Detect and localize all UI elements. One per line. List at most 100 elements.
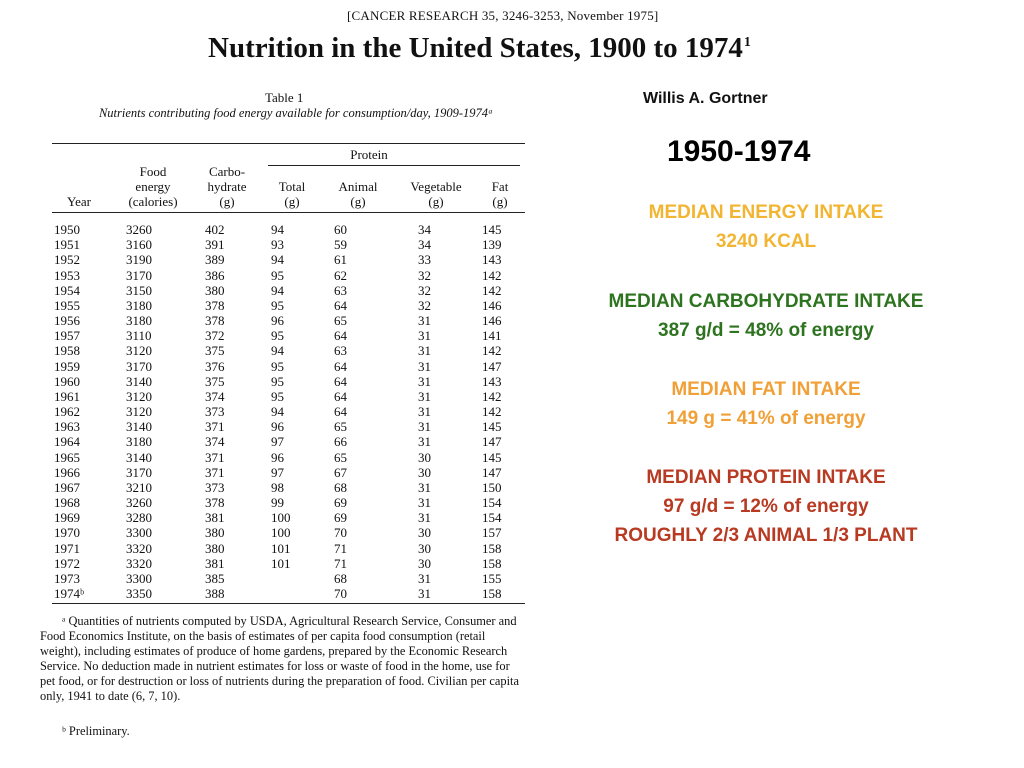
table-cell: 158 (482, 586, 502, 602)
table-cell: 3170 (126, 267, 152, 283)
table-cell: 3350 (126, 586, 152, 602)
table-cell: 142 (482, 267, 502, 283)
table-cell: 66 (334, 434, 347, 450)
row-year-cell: 1969 (54, 510, 80, 526)
row-year-cell: 1955 (54, 297, 80, 313)
table-cell: 147 (482, 358, 502, 374)
table-cell: 95 (271, 267, 284, 283)
table-cell: 96 (271, 449, 284, 465)
table-cell: 31 (418, 358, 431, 374)
table-cell: 30 (418, 464, 431, 480)
row-year-cell: 1956 (54, 313, 80, 329)
column-header: Fat (g) (491, 179, 509, 209)
stat-block: MEDIAN ENERGY INTAKE 3240 KCAL (536, 198, 996, 256)
paper-citation: [CANCER RESEARCH 35, 3246-3253, November… (347, 8, 659, 23)
table-cell: 3140 (126, 419, 152, 435)
table-cell: 99 (271, 495, 284, 511)
table-cell: 147 (482, 434, 502, 450)
slide-heading: 1950-1974 (667, 135, 811, 168)
row-year-cell: 1954 (54, 282, 80, 298)
table-cell: 139 (482, 237, 502, 253)
table-cell: 375 (205, 373, 225, 389)
table-cell: 94 (271, 343, 284, 359)
table-cell: 94 (271, 252, 284, 268)
row-year-cell: 1957 (54, 328, 80, 344)
table-cell: 61 (334, 252, 347, 268)
table-cell: 93 (271, 237, 284, 253)
paper-title: Nutrition in the United States, 1900 to … (208, 32, 751, 65)
table-cell: 30 (418, 525, 431, 541)
table-cell: 391 (205, 237, 225, 253)
table-cell: 146 (482, 313, 502, 329)
protein-group-header: Protein (350, 147, 388, 162)
column-header: Vegetable (g) (410, 179, 462, 209)
table-cell: 381 (205, 555, 225, 571)
table-cell: 32 (418, 282, 431, 298)
table-cell: 101 (271, 540, 291, 556)
table-cell: 380 (205, 540, 225, 556)
table-cell: 3300 (126, 525, 152, 541)
table-cell: 95 (271, 373, 284, 389)
row-year-cell: 1974ᵇ (54, 586, 85, 602)
row-year-cell: 1972 (54, 555, 80, 571)
table-cell: 378 (205, 313, 225, 329)
table-cell: 65 (334, 313, 347, 329)
table-cell: 402 (205, 222, 225, 237)
stat-line: MEDIAN ENERGY INTAKE (648, 202, 884, 223)
table-cell: 100 (271, 525, 291, 541)
table-caption: Nutrients contributing food energy avail… (98, 106, 494, 120)
stat-line: MEDIAN PROTEIN INTAKE (646, 467, 886, 488)
stat-block: MEDIAN FAT INTAKE 149 g = 41% of energy (536, 375, 996, 433)
table-cell: 376 (205, 358, 225, 374)
row-year-cell: 1973 (54, 570, 80, 586)
table-cell: 3160 (126, 237, 152, 253)
table-cell: 59 (334, 237, 347, 253)
table-cell: 3120 (126, 388, 152, 404)
table-cell: 97 (271, 464, 284, 480)
row-year-cell: 1968 (54, 495, 80, 511)
table-cell: 63 (334, 343, 347, 359)
table-cell: 94 (271, 404, 284, 420)
header-bottom-rule (52, 212, 525, 213)
table-cell: 3260 (126, 222, 152, 237)
row-year-cell: 1960 (54, 373, 80, 389)
table-cell: 380 (205, 525, 225, 541)
table-cell: 64 (334, 373, 347, 389)
table-cell: 142 (482, 404, 502, 420)
table-cell: 3150 (126, 282, 152, 298)
table-cell: 388 (205, 586, 225, 602)
stat-block: MEDIAN CARBOHYDRATE INTAKE 387 g/d = 48% … (536, 287, 996, 345)
table-cell: 65 (334, 449, 347, 465)
table-cell: 3320 (126, 540, 152, 556)
table-cell: 373 (205, 479, 225, 495)
row-year-cell: 1951 (54, 237, 80, 253)
table-cell: 3280 (126, 510, 152, 526)
table-cell: 34 (418, 237, 431, 253)
table-cell: 375 (205, 343, 225, 359)
table-cell: 3210 (126, 479, 152, 495)
table-cell: 30 (418, 555, 431, 571)
table-cell: 30 (418, 449, 431, 465)
table-cell: 3170 (126, 464, 152, 480)
table-cell: 64 (334, 388, 347, 404)
table-cell: 94 (271, 282, 284, 298)
table-cell: 3300 (126, 570, 152, 586)
row-year-cell: 1962 (54, 404, 80, 420)
table-top-rule (52, 143, 525, 144)
table-cell: 31 (418, 404, 431, 420)
row-year-cell: 1961 (54, 388, 80, 404)
stat-line: MEDIAN FAT INTAKE (671, 379, 861, 400)
table-cell: 154 (482, 510, 502, 526)
table-cell: 67 (334, 464, 347, 480)
footnote-b: ᵇ Preliminary. (62, 724, 130, 738)
row-year-cell: 1965 (54, 449, 80, 465)
table-bottom-rule (52, 603, 525, 604)
table-cell: 69 (334, 510, 347, 526)
table-cell: 145 (482, 419, 502, 435)
column-header: Animal (g) (338, 179, 378, 209)
footnote-a: ᵃ Quantities of nutrients computed by US… (40, 614, 519, 703)
table-cell: 31 (418, 570, 431, 586)
table-cell: 32 (418, 297, 431, 313)
table-cell: 68 (334, 479, 347, 495)
column-header: Total (g) (278, 179, 306, 209)
